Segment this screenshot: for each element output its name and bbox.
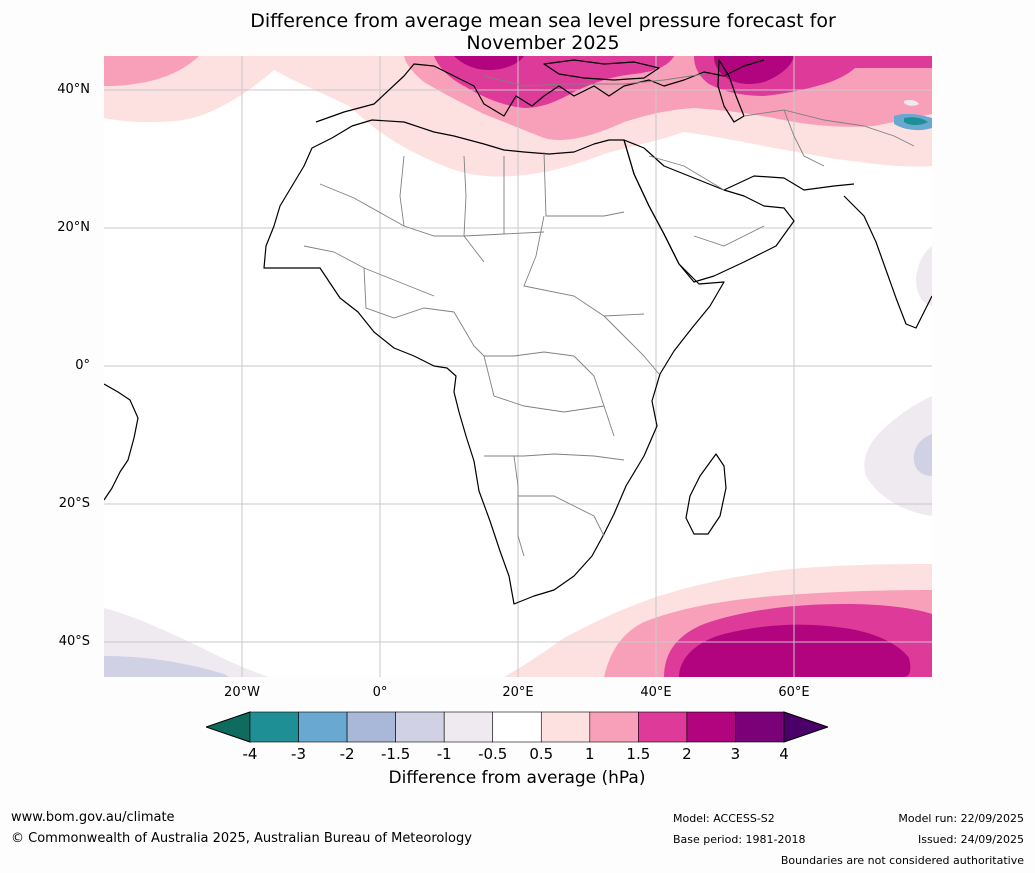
border-asia-1 <box>743 109 915 147</box>
colorbar-tick-label: -1 <box>436 745 452 763</box>
border-europe-1 <box>483 73 705 87</box>
pressure-anomaly-map <box>104 56 932 677</box>
colorbar-tick-label: 1.5 <box>626 745 651 763</box>
colorbar-tick-label: 3 <box>730 745 741 763</box>
coastline-black-sea <box>543 59 660 81</box>
chart-title: Difference from average mean sea level p… <box>0 10 1035 54</box>
southern-anomaly-contours <box>104 396 932 677</box>
border-sahara-1 <box>319 183 505 237</box>
colorbar-tick-label: 4 <box>779 745 789 763</box>
footer-issued: Issued: 24/09/2025 <box>917 833 1024 846</box>
contour-north-2 <box>714 56 794 84</box>
lon-label-40e: 40°E <box>640 685 672 700</box>
border-arabia-2 <box>693 225 765 247</box>
border-south-1 <box>484 453 625 461</box>
contour-swio-neg2 <box>913 434 932 476</box>
footer-copyright: © Commonwealth of Australia 2025, Austra… <box>11 831 472 846</box>
lat-label-20s: 20°S <box>58 496 90 511</box>
lat-label-40s: 40°S <box>58 634 90 649</box>
contour-satl-neg2 <box>104 656 229 677</box>
colorbar-segment <box>443 711 494 743</box>
coastline-iran <box>723 175 855 191</box>
footer-base-period: Base period: 1981-2018 <box>673 833 806 846</box>
border-south-2 <box>513 455 525 557</box>
border-east-2 <box>573 355 615 437</box>
colorbar-tick-label: 1 <box>585 745 595 763</box>
coastline-arabia <box>623 139 795 283</box>
contour-himalaya-neg2 <box>904 117 928 125</box>
colorbar-extend-high <box>783 711 828 743</box>
contour-north-1 <box>104 56 199 86</box>
coastline-india <box>843 195 932 329</box>
colorbar-segment <box>589 711 639 743</box>
border-central-2 <box>483 355 605 413</box>
colorbar-segment <box>492 711 542 743</box>
coastlines <box>104 59 932 605</box>
colorbar-tick-label: -4 <box>242 745 258 763</box>
country-borders <box>303 73 915 557</box>
footer-model-run: Model run: 22/09/2025 <box>898 812 1024 825</box>
border-sahara-2 <box>399 155 405 227</box>
coastline-caspian <box>717 59 745 123</box>
lon-label-20e: 20°E <box>502 685 534 700</box>
footer-model: Model: ACCESS-S2 <box>673 812 775 825</box>
lat-label-20n: 20°N <box>57 220 90 235</box>
colorbar-label: Difference from average (hPa) <box>388 768 646 788</box>
colorbar-tick-label: -1.5 <box>380 745 411 763</box>
border-south-3 <box>518 495 605 537</box>
coastline-africa <box>263 119 725 605</box>
colorbar-tick-label: -3 <box>291 745 307 763</box>
colorbar-segment <box>298 711 348 743</box>
contour-swio-neg <box>864 396 932 516</box>
lon-label-0: 0° <box>372 685 388 700</box>
colorbar-segment <box>735 711 785 743</box>
colorbar-tick-label: -0.5 <box>478 745 508 763</box>
lat-label-40n: 40°N <box>57 82 90 97</box>
contour-himalaya-neg3 <box>904 100 919 106</box>
coastline-europe <box>315 59 765 123</box>
coastline-south-america <box>104 383 139 501</box>
border-sahara-3 <box>463 155 485 263</box>
border-arabia-1 <box>648 155 725 191</box>
colorbar-tick-label: 2 <box>682 745 692 763</box>
colorbar-segment <box>686 711 736 743</box>
border-west-2 <box>363 267 455 319</box>
footer-disclaimer: Boundaries are not considered authoritat… <box>780 854 1024 867</box>
footer-website[interactable]: www.bom.gov.au/climate <box>11 810 175 825</box>
border-asia-2 <box>783 109 825 167</box>
lat-label-0: 0° <box>75 358 90 373</box>
border-libya <box>503 156 545 235</box>
lon-label-60e: 60°E <box>778 685 810 700</box>
colorbar-segment <box>346 711 396 743</box>
coastline-madagascar <box>685 453 727 535</box>
title-line-1: Difference from average mean sea level p… <box>250 10 836 32</box>
colorbar-extend-low <box>206 711 251 743</box>
title-line-2: November 2025 <box>466 32 620 54</box>
border-egypt <box>543 151 625 217</box>
colorbar-segment <box>540 711 591 743</box>
colorbar-segment <box>638 711 688 743</box>
colorbar-tick-label: -2 <box>339 745 355 763</box>
colorbar-segment <box>249 711 299 743</box>
border-central-1 <box>453 311 575 357</box>
contour-north-2b <box>454 56 524 70</box>
colorbar <box>206 711 828 743</box>
contour-south-2 <box>679 624 911 677</box>
colorbar-tick-label: 0.5 <box>529 745 554 763</box>
border-sudan <box>523 215 645 317</box>
graticule <box>104 56 932 677</box>
lon-label-20w: 20°W <box>224 685 260 700</box>
contour-india-neg <box>916 246 932 306</box>
contour-north-1.5 <box>434 56 932 108</box>
border-east-1 <box>603 315 660 375</box>
colorbar-segment <box>395 711 445 743</box>
